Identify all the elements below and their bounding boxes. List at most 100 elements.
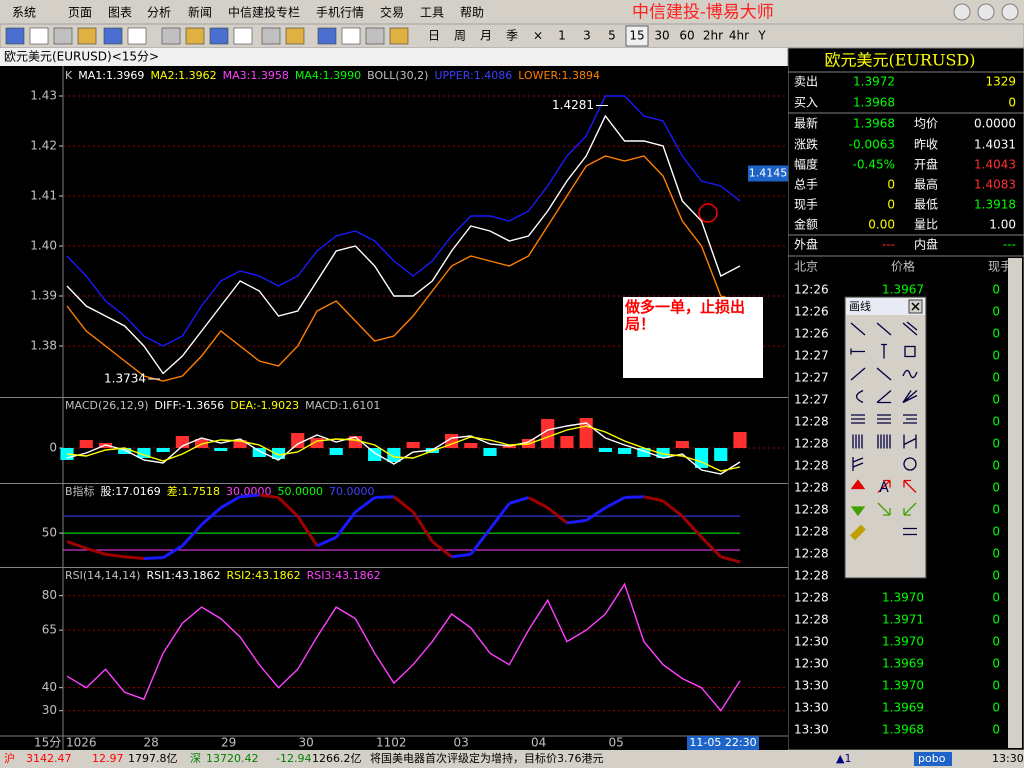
indicator-label: UPPER:1.4086 xyxy=(434,69,512,82)
tool-glyph xyxy=(903,479,917,493)
period-button[interactable]: 4hr xyxy=(729,29,749,43)
trend-segment xyxy=(643,495,664,503)
status-item: 12.97 xyxy=(92,752,124,765)
toolbar-button[interactable] xyxy=(127,27,147,45)
indicator-label: DEA:-1.9023 xyxy=(230,399,299,412)
toolbar-button[interactable] xyxy=(53,27,73,45)
tool-button[interactable] xyxy=(847,431,869,452)
period-button[interactable]: 周 xyxy=(454,29,466,43)
menu-item[interactable]: 新闻 xyxy=(188,5,212,20)
tick-volume: 0 xyxy=(992,393,1000,407)
indicator-label: K xyxy=(65,69,73,82)
toolbar-button[interactable] xyxy=(317,27,337,45)
toolbar-button[interactable] xyxy=(341,27,361,45)
tick-volume: 0 xyxy=(992,723,1000,737)
trend-segment xyxy=(143,556,164,561)
period-button[interactable]: 3 xyxy=(583,29,591,43)
menu-item[interactable]: 交易 xyxy=(380,5,404,20)
toolbar-button[interactable] xyxy=(261,27,281,45)
trend-segment xyxy=(85,546,106,556)
period-button[interactable]: 2hr xyxy=(703,29,723,43)
menu-item[interactable]: 页面 xyxy=(68,6,92,20)
draw-tool-window: 画线 A xyxy=(844,296,927,579)
period-button[interactable]: 30 xyxy=(654,29,669,43)
tool-button[interactable] xyxy=(899,341,921,362)
tool-text-glyph[interactable]: A xyxy=(879,480,889,496)
menu-item[interactable]: 系统 xyxy=(12,6,36,20)
window-button[interactable] xyxy=(977,3,995,21)
tool-button[interactable] xyxy=(847,386,869,407)
tool-glyph xyxy=(877,434,891,449)
tick-volume: 0 xyxy=(992,437,1000,451)
tool-button[interactable] xyxy=(873,521,895,542)
toolbar-button[interactable] xyxy=(285,27,305,45)
toolbar-button[interactable] xyxy=(5,27,25,45)
tick-volume: 0 xyxy=(992,657,1000,671)
y-tick-label: 50 xyxy=(42,526,57,540)
macd-bar xyxy=(733,432,747,448)
toolbar-button[interactable] xyxy=(209,27,229,45)
period-button[interactable]: 1 xyxy=(558,29,566,43)
toolbar-button[interactable] xyxy=(233,27,253,45)
indicator-label: DIFF:-1.3656 xyxy=(155,399,225,412)
tool-button[interactable] xyxy=(847,454,869,474)
tool-glyph xyxy=(903,414,917,424)
tool-glyph xyxy=(903,457,917,471)
period-button[interactable]: 月 xyxy=(480,29,492,43)
toolbar-button[interactable] xyxy=(389,27,409,45)
menu-item[interactable]: 中信建投专栏 xyxy=(228,5,300,20)
indicator-label: BOLL(30,2) xyxy=(367,69,428,82)
toolbar-button[interactable] xyxy=(29,27,49,45)
menu-item[interactable]: 工具 xyxy=(420,6,444,20)
menu-item[interactable]: 分析 xyxy=(147,6,171,20)
trend-segment xyxy=(681,515,703,539)
period-button[interactable]: 季 xyxy=(506,29,518,43)
tick-volume: 0 xyxy=(992,635,1000,649)
scrollbar[interactable] xyxy=(1008,258,1022,748)
trend-segment xyxy=(508,496,529,505)
menu-item[interactable]: 手机行情 xyxy=(316,6,364,20)
y-tick-label: 1.42 xyxy=(30,139,57,153)
toolbar-button[interactable] xyxy=(103,27,123,45)
menu-item[interactable]: 图表 xyxy=(108,6,132,20)
y-tick-label: 1.39 xyxy=(30,289,57,303)
macd-bar xyxy=(214,448,228,451)
tool-glyph xyxy=(850,322,866,336)
period-button[interactable]: × xyxy=(533,29,543,43)
tool-glyph xyxy=(876,367,892,381)
tick-time: 13:30 xyxy=(794,723,829,737)
toolbar-button[interactable] xyxy=(185,27,205,45)
toolbar-button[interactable] xyxy=(161,27,181,45)
trend-segment xyxy=(105,552,125,559)
period-button[interactable]: Y xyxy=(757,29,766,43)
macd-bar xyxy=(291,433,305,448)
tick-volume: 0 xyxy=(992,525,1000,539)
indicator-label: RSI3:43.1862 xyxy=(307,569,381,582)
tool-button[interactable] xyxy=(899,454,921,474)
menu-item[interactable]: 帮助 xyxy=(460,6,484,20)
trend-segment xyxy=(181,523,203,547)
y-tick-label: 1.41 xyxy=(30,189,57,203)
trend-segment xyxy=(239,493,260,499)
period-button[interactable]: 60 xyxy=(679,29,694,43)
toolbar-button[interactable] xyxy=(365,27,385,45)
window-button[interactable] xyxy=(1001,3,1019,21)
tool-glyph xyxy=(902,321,918,336)
period-button[interactable]: 5 xyxy=(608,29,616,43)
y-tick-label: 80 xyxy=(42,588,57,602)
trend-segment xyxy=(546,506,568,525)
period-button[interactable]: 15 xyxy=(629,29,644,43)
tool-glyph xyxy=(877,479,891,493)
tool-glyph xyxy=(855,389,864,404)
macd-bar xyxy=(483,448,497,456)
tool-button[interactable] xyxy=(899,521,921,542)
quote-value: --- xyxy=(882,238,895,252)
toolbar-button[interactable] xyxy=(77,27,97,45)
quote-value: --- xyxy=(1003,238,1016,252)
window-button[interactable] xyxy=(953,3,971,21)
tool-button[interactable] xyxy=(873,454,895,474)
quote-value: -0.45% xyxy=(853,158,895,172)
trend-segment xyxy=(124,555,145,561)
period-button[interactable]: 日 xyxy=(428,29,440,43)
